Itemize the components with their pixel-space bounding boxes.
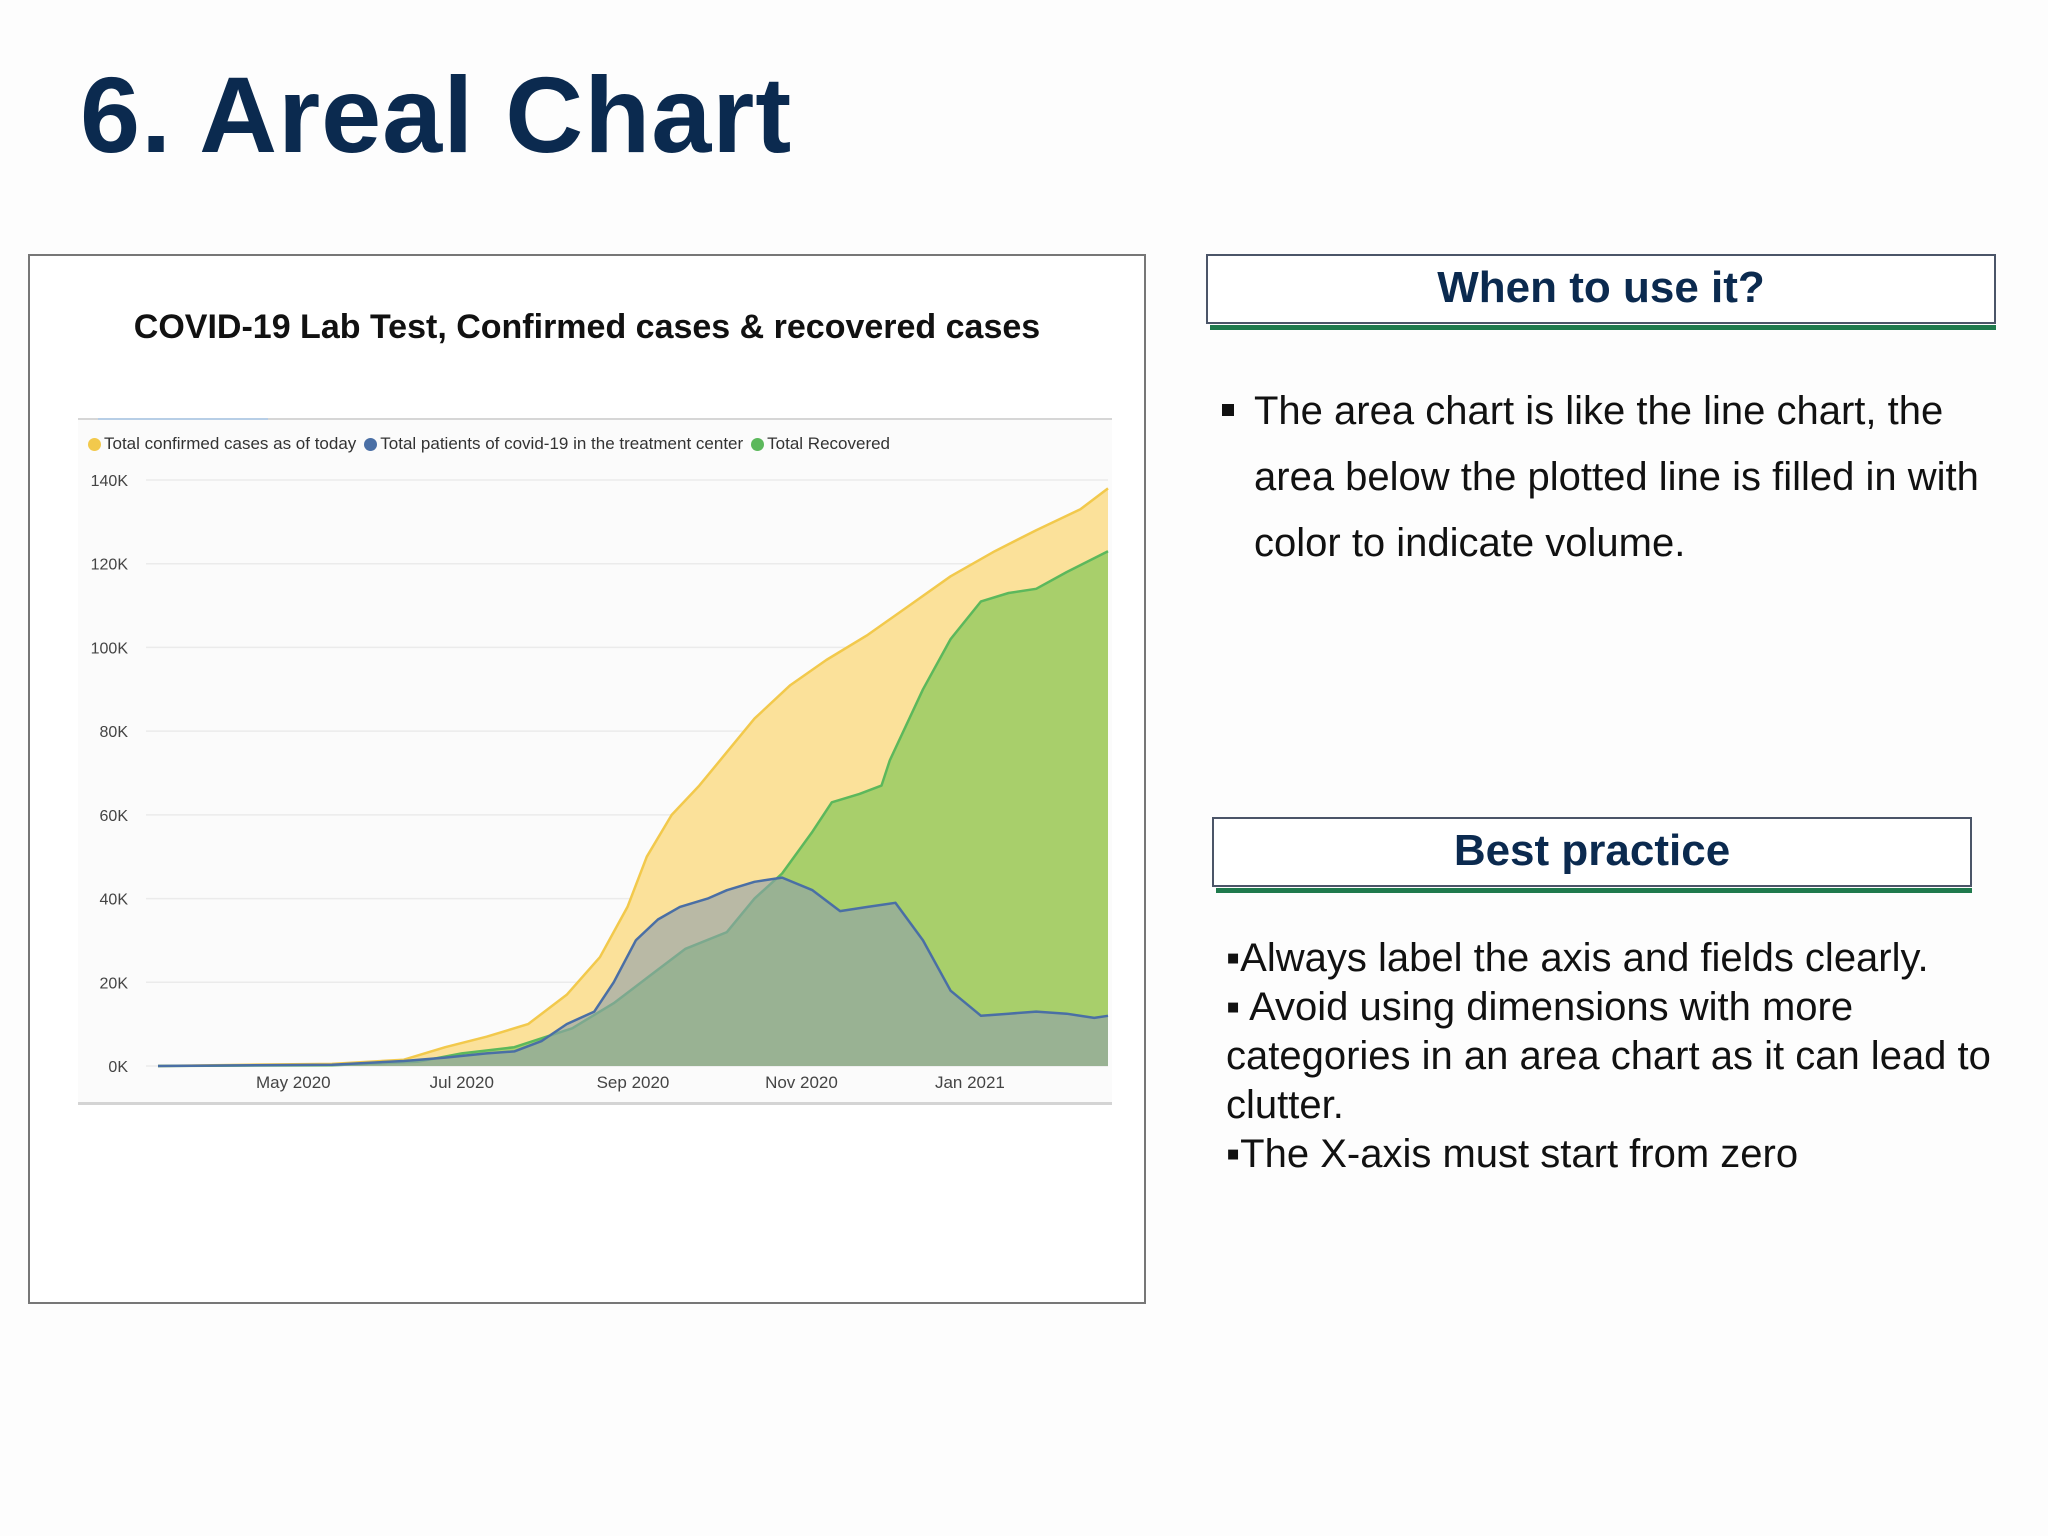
legend-item-confirmed: Total confirmed cases as of today xyxy=(88,434,356,454)
y-tick-label: 100K xyxy=(91,640,129,657)
x-tick-label: Jul 2020 xyxy=(430,1073,494,1092)
y-tick-label: 0K xyxy=(108,1059,128,1076)
y-tick-label: 40K xyxy=(100,892,129,909)
y-tick-label: 120K xyxy=(91,557,129,574)
legend-label-confirmed: Total confirmed cases as of today xyxy=(104,434,357,453)
area-chart-plot: 0K 20K 40K 60K 80K 100K 120K 140K May 2020 Jul 20… xyxy=(91,473,1109,1092)
when-to-use-list: The area chart is like the line chart, t… xyxy=(1222,378,2012,576)
legend-item-recovered: Total Recovered xyxy=(751,434,890,454)
line-series-3 xyxy=(157,876,1109,1068)
legend-swatch-treatment xyxy=(364,437,378,451)
best-practice-text: ▪Always label the axis and fields clearl… xyxy=(1226,934,2016,1179)
plot-panel: Total confirmed cases as of today Total … xyxy=(78,418,1112,1105)
chart-title: COVID-19 Lab Test, Confirmed cases & rec… xyxy=(133,308,1041,346)
line-series-2 xyxy=(157,550,1109,1068)
x-tick-label: Jan 2021 xyxy=(935,1073,1005,1092)
y-tick-label: 80K xyxy=(100,724,129,741)
legend-swatch-recovered xyxy=(751,437,765,451)
legend-label-recovered: Total Recovered xyxy=(767,434,891,453)
best-practice-line-3: ▪The X-axis must start from zero xyxy=(1226,1132,1799,1176)
legend-swatch-confirmed xyxy=(88,437,101,451)
y-tick-label: 20K xyxy=(100,975,129,992)
x-tick-label: Nov 2020 xyxy=(765,1073,838,1092)
area-series-3 xyxy=(158,877,1108,1066)
y-tick-label: 60K xyxy=(100,808,129,825)
when-to-use-bullet: The area chart is like the line chart, t… xyxy=(1222,378,2012,576)
best-practice-heading: Best practice xyxy=(1453,826,1731,875)
chart-frame: COVID-19 Lab Test, Confirmed cases & rec… xyxy=(28,254,1146,1304)
panel-tab-marker xyxy=(98,418,268,420)
when-to-use-heading: When to use it? xyxy=(1437,263,1765,312)
x-tick-label: Sep 2020 xyxy=(597,1073,670,1092)
best-practice-line-1: ▪Always label the axis and fields clearl… xyxy=(1226,936,1929,980)
best-practice-line-2: ▪ Avoid using dimensions with more categ… xyxy=(1226,985,1991,1127)
x-tick-label: May 2020 xyxy=(256,1073,331,1092)
y-tick-label: 140K xyxy=(91,473,129,490)
legend-item-treatment: Total patients of covid-19 in the treatm… xyxy=(364,434,743,454)
when-to-use-heading-box: When to use it? xyxy=(1206,254,1996,330)
chart-legend: Total confirmed cases as of today Total … xyxy=(88,434,890,454)
line-series-1 xyxy=(157,487,1109,1068)
slide-title: 6. Areal Chart xyxy=(80,54,793,175)
legend-label-treatment: Total patients of covid-19 in the treatm… xyxy=(380,434,744,453)
best-practice-heading-box: Best practice xyxy=(1212,817,1972,893)
